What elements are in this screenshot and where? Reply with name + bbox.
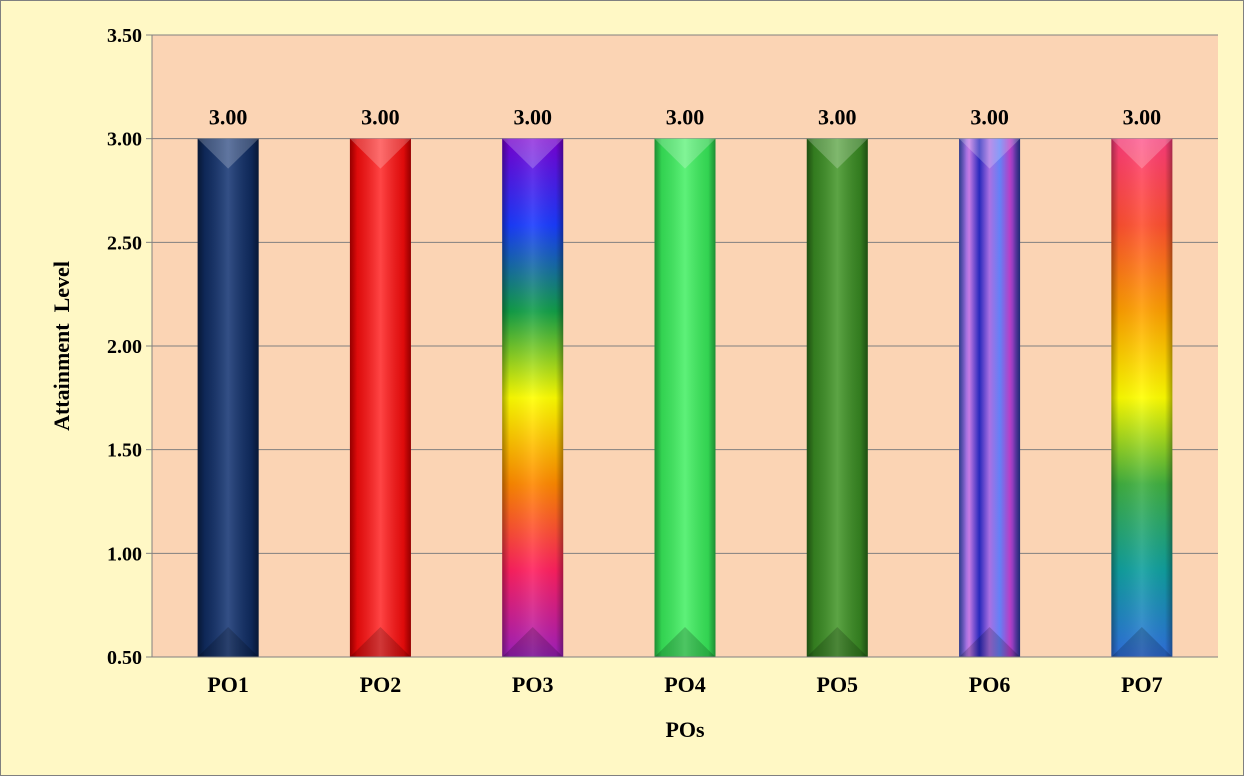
y-tick-label: 1.00: [107, 543, 142, 565]
y-tick-label: 3.50: [107, 25, 142, 47]
data-label: 3.00: [513, 105, 552, 130]
x-tick-label: PO1: [207, 672, 249, 697]
x-axis-ticks: PO1 PO2 PO3 PO4 PO5 PO6 PO7: [152, 656, 1218, 697]
data-label: 3.00: [209, 105, 248, 130]
bars: [197, 138, 1173, 657]
bar-top-bevel: [349, 138, 411, 169]
bar-top-bevel: [197, 138, 259, 169]
bar-top-bevel: [654, 138, 716, 169]
x-tick-label: PO2: [360, 672, 402, 697]
x-tick-label: PO6: [969, 672, 1011, 697]
bar-top-bevel: [959, 138, 1021, 169]
bar-bevel: [1111, 138, 1173, 657]
x-tick-label: PO4: [664, 672, 706, 697]
bar-bottom-bevel: [654, 627, 716, 657]
bar-bevel: [654, 138, 716, 657]
y-tick-label: 2.00: [107, 336, 142, 358]
x-axis-title: POs: [665, 717, 705, 742]
data-label: 3.00: [970, 105, 1009, 130]
y-tick-label: 1.50: [107, 440, 142, 462]
y-tick-label: 2.50: [107, 232, 142, 254]
y-axis-title: Attainment Level: [49, 261, 74, 431]
bar-bottom-bevel: [349, 627, 411, 657]
bar-top-bevel: [1111, 138, 1173, 169]
data-labels: 3.00 3.00 3.00 3.00 3.00 3.00 3.00: [209, 105, 1161, 130]
y-axis-ticks: 0.50 1.00 1.50 2.00 2.50 3.00 3.50: [107, 25, 152, 669]
bar-bevel: [349, 138, 411, 657]
data-label: 3.00: [818, 105, 857, 130]
bar-bevel: [502, 138, 564, 657]
x-tick-label: PO3: [512, 672, 554, 697]
x-tick-label: PO5: [817, 672, 859, 697]
bar-bevel: [806, 138, 868, 657]
x-tick-label: PO7: [1121, 672, 1163, 697]
bar-bevel: [959, 138, 1021, 657]
bar-top-bevel: [806, 138, 868, 169]
bar-top-bevel: [502, 138, 564, 169]
bar-bottom-bevel: [959, 627, 1021, 657]
y-tick-label: 3.00: [107, 129, 142, 151]
data-label: 3.00: [1123, 105, 1162, 130]
bar-bottom-bevel: [806, 627, 868, 657]
bar-bottom-bevel: [1111, 627, 1173, 657]
bar-bottom-bevel: [197, 627, 259, 657]
bar-bevel: [197, 138, 259, 657]
y-tick-label: 0.50: [107, 647, 142, 669]
data-label: 3.00: [361, 105, 400, 130]
data-label: 3.00: [666, 105, 705, 130]
bar-bottom-bevel: [502, 627, 564, 657]
